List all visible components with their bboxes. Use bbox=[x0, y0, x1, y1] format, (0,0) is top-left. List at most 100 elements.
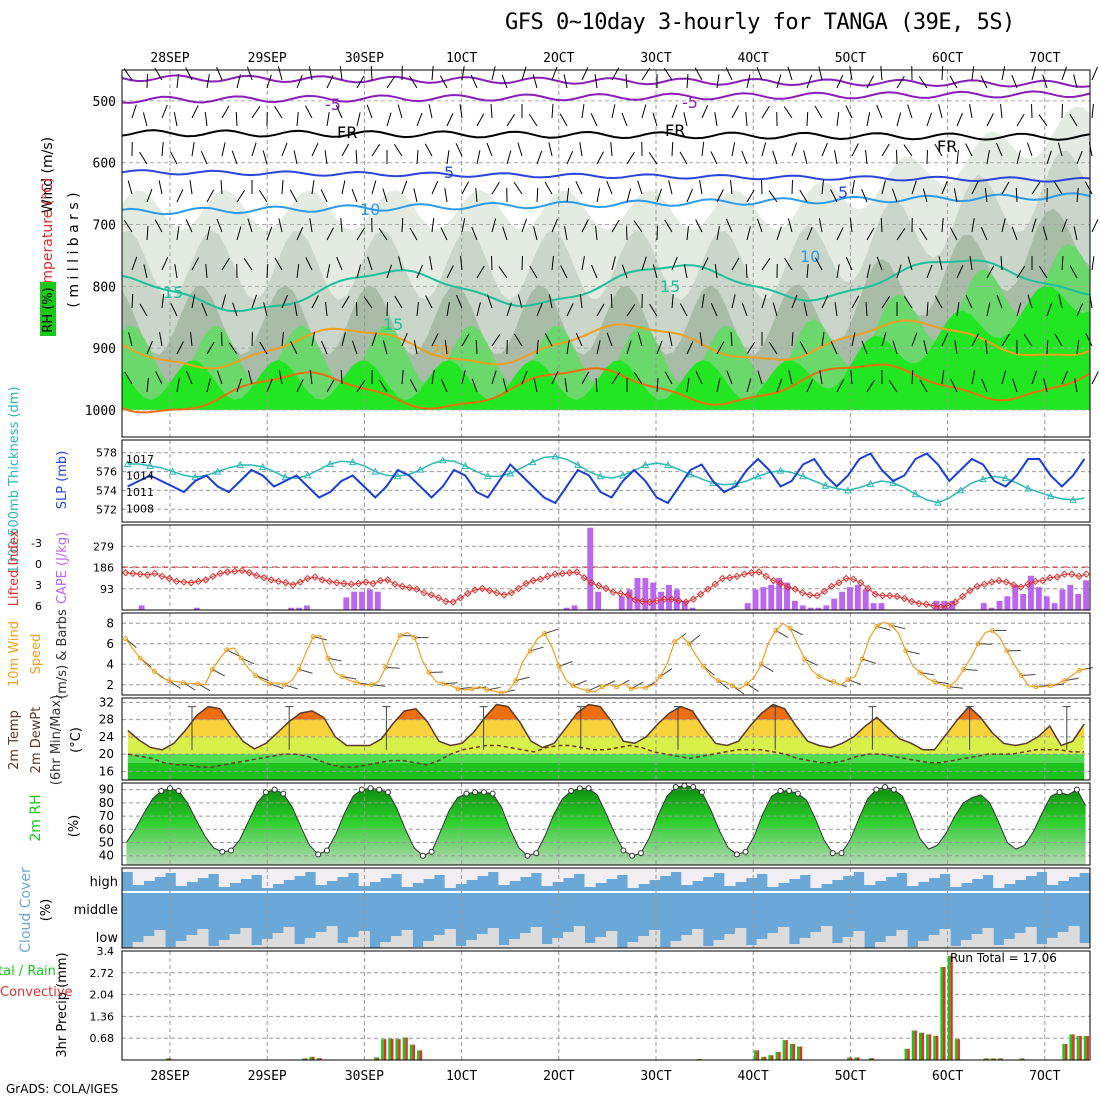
precip-bar-total bbox=[302, 1058, 305, 1060]
precip-bar-convective bbox=[986, 1058, 989, 1060]
li-tick: 6 bbox=[35, 600, 42, 613]
li-point bbox=[587, 579, 596, 587]
wind-speed-point bbox=[874, 623, 880, 629]
wind-barb bbox=[714, 264, 718, 279]
li-point bbox=[616, 589, 625, 598]
wind-barb bbox=[559, 113, 568, 127]
wind-barb bbox=[596, 188, 601, 203]
wind-barb bbox=[648, 152, 658, 165]
cloud-low-gap bbox=[466, 940, 478, 948]
wind-barb bbox=[1076, 188, 1079, 203]
isotherm-line bbox=[121, 74, 1091, 88]
cape-tick: 93 bbox=[100, 583, 114, 596]
li-point bbox=[311, 573, 319, 581]
cloud-low-gap bbox=[229, 934, 241, 948]
precip-bar-convective bbox=[304, 1058, 308, 1060]
wind-barb bbox=[953, 188, 958, 203]
wind-barb bbox=[679, 151, 688, 165]
cloud-high-gap bbox=[380, 868, 392, 878]
li-point bbox=[121, 569, 130, 577]
wind-barb bbox=[710, 303, 718, 317]
wind-barb bbox=[1001, 218, 1006, 233]
temp-frame bbox=[121, 697, 1091, 781]
precip-bar-convective bbox=[398, 1039, 401, 1060]
cloud-high-gap bbox=[143, 868, 155, 881]
wind-barb bbox=[941, 370, 945, 385]
wind-barb bbox=[881, 295, 891, 309]
precip-bar-convective bbox=[1072, 1034, 1075, 1060]
precip-bar-total bbox=[990, 1058, 994, 1060]
cloud-high-gap bbox=[562, 868, 575, 878]
wind-barb bbox=[416, 149, 419, 165]
wind-barb bbox=[1011, 74, 1018, 89]
cloud-high-gap bbox=[810, 868, 822, 888]
wind-barb bbox=[289, 189, 298, 203]
li-point bbox=[354, 579, 363, 588]
wind-barb bbox=[560, 265, 568, 279]
rh-point bbox=[890, 786, 897, 793]
cloud-low-gap bbox=[143, 936, 155, 948]
cloud-low-gap bbox=[917, 941, 930, 948]
cloud-low-gap bbox=[971, 934, 983, 948]
wind-barb bbox=[340, 369, 343, 385]
cloud-high-gap bbox=[390, 868, 403, 874]
wind-barb bbox=[311, 332, 315, 347]
rh-axis-label: 2m RH bbox=[28, 794, 44, 841]
temp-tick: 20 bbox=[99, 747, 114, 761]
wind-barb bbox=[1031, 66, 1037, 81]
wind-barb bbox=[606, 332, 613, 347]
pressure-axis-label: ( m i l l i b a r s ) bbox=[66, 192, 82, 307]
wind-barb bbox=[881, 332, 887, 347]
wind-barb bbox=[231, 150, 238, 165]
cloud-low-gap bbox=[218, 940, 231, 948]
li-point bbox=[1082, 570, 1091, 578]
date-label-top: 5OCT bbox=[835, 51, 866, 66]
wind-barb bbox=[258, 189, 268, 203]
wind-speed-point bbox=[310, 634, 316, 640]
wind-barb bbox=[566, 188, 570, 203]
wind-barb bbox=[1042, 74, 1048, 89]
wind-barb bbox=[296, 74, 303, 89]
wind-barb bbox=[1076, 340, 1080, 355]
chart-title: GFS 0~10day 3-hourly for TANGA (39E, 5S) bbox=[505, 10, 1015, 35]
wind-barb bbox=[236, 378, 242, 393]
wind-barb bbox=[652, 264, 658, 279]
cloud-high-gap bbox=[444, 868, 456, 888]
li-point bbox=[660, 595, 668, 603]
wind-barb bbox=[726, 218, 733, 233]
wind-barb bbox=[633, 371, 643, 385]
wind-barb bbox=[1016, 265, 1026, 279]
wind-barb bbox=[956, 302, 960, 317]
cloud-high-gap bbox=[638, 868, 650, 884]
cape-bar bbox=[776, 578, 783, 610]
cloud-low-gap bbox=[1003, 939, 1016, 948]
cloud-low-gap bbox=[208, 946, 220, 948]
li-point bbox=[151, 569, 159, 578]
wind-barb bbox=[579, 142, 583, 157]
precip-bar-convective bbox=[1000, 1058, 1003, 1060]
date-label-top: 6OCT bbox=[932, 51, 963, 66]
precip-bar-total bbox=[761, 1056, 764, 1060]
wind-barb bbox=[806, 111, 809, 127]
wind-barb bbox=[139, 303, 148, 317]
cloud-high-gap bbox=[1068, 868, 1080, 877]
rh-point bbox=[533, 850, 540, 857]
li-point bbox=[929, 601, 938, 610]
wind-barb bbox=[861, 188, 868, 203]
li-point bbox=[180, 578, 188, 586]
rh-point bbox=[1073, 786, 1080, 793]
wind-barb bbox=[278, 218, 283, 233]
precip-bar-convective bbox=[935, 1035, 939, 1060]
cape-bar bbox=[304, 605, 310, 610]
precip-bar-total bbox=[1069, 1034, 1073, 1060]
wind-barb bbox=[146, 188, 153, 203]
wind-speed-point bbox=[339, 674, 345, 680]
wind-barb bbox=[461, 66, 465, 81]
rh-tick: 90 bbox=[99, 783, 114, 797]
cloud-low-gap bbox=[584, 943, 596, 948]
isotherm-line bbox=[121, 169, 1091, 183]
li-line bbox=[125, 570, 1087, 608]
wind-barb bbox=[155, 371, 163, 385]
cloud-low-gap bbox=[1014, 933, 1026, 948]
wind-barb bbox=[281, 294, 288, 309]
